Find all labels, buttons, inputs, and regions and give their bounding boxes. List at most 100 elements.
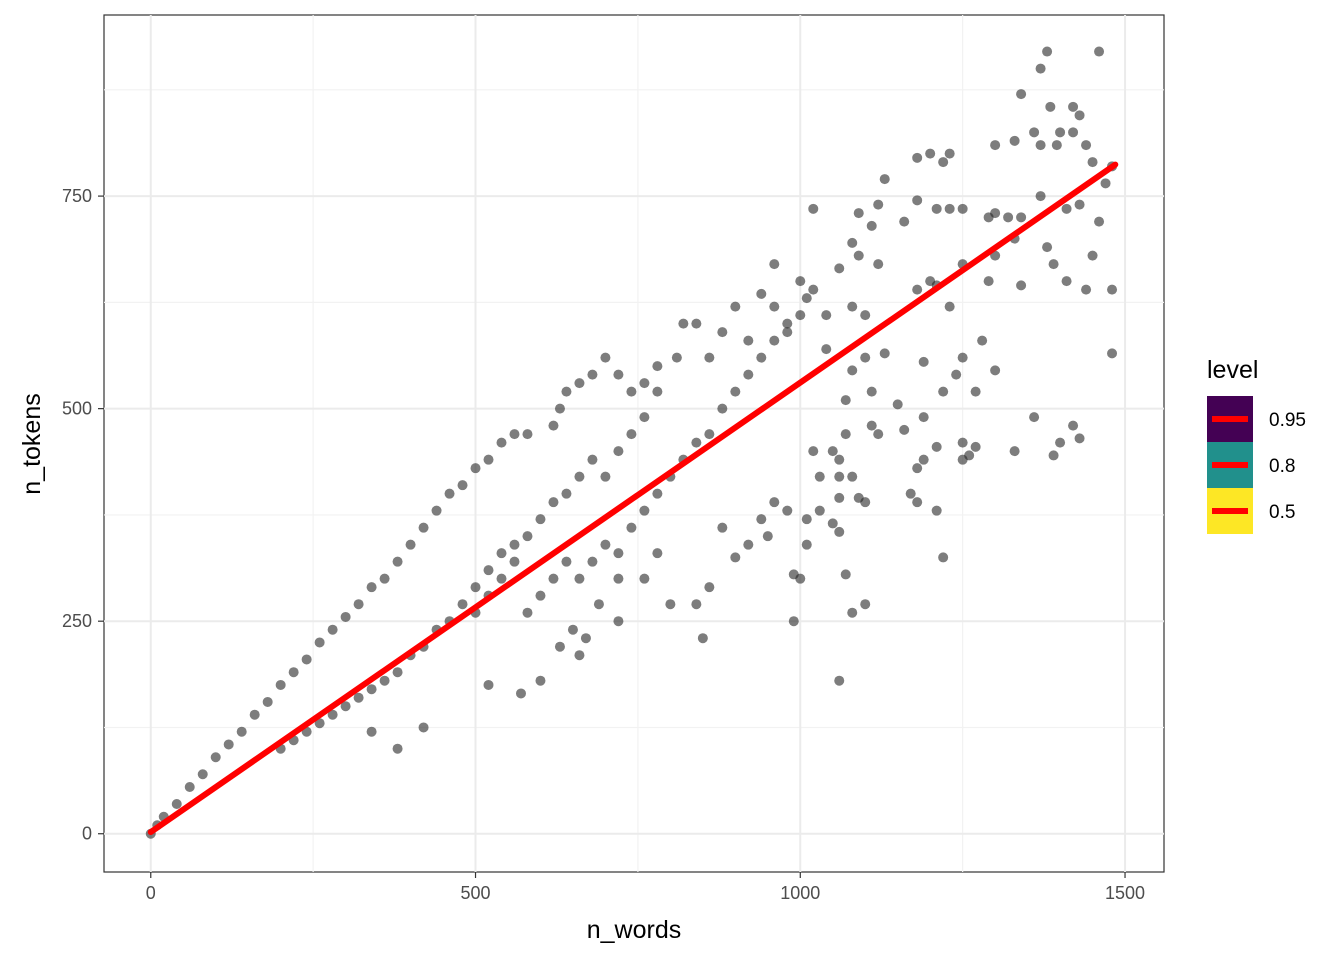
data-point (788, 616, 799, 627)
data-point (379, 675, 390, 686)
data-point (827, 518, 838, 529)
data-point (769, 497, 780, 508)
data-point (918, 356, 929, 367)
data-point (418, 522, 429, 533)
data-point (522, 429, 533, 440)
data-point (691, 437, 702, 448)
data-point (931, 441, 942, 452)
data-point (860, 310, 871, 321)
x-axis-title: n_words (587, 916, 682, 944)
data-point (847, 471, 858, 482)
data-point (554, 641, 565, 652)
data-point (691, 318, 702, 329)
data-point (873, 199, 884, 210)
data-point (1009, 446, 1020, 457)
data-point (801, 539, 812, 550)
data-point (1100, 178, 1111, 189)
data-point (769, 335, 780, 346)
data-point (496, 573, 507, 584)
data-point (983, 212, 994, 223)
data-point (717, 522, 728, 533)
data-point (1029, 412, 1040, 423)
data-point (788, 569, 799, 580)
data-point (743, 539, 754, 550)
data-point (1048, 259, 1059, 270)
data-point (197, 769, 208, 780)
data-point (366, 684, 377, 695)
x-tick-label: 1500 (1105, 883, 1145, 903)
data-point (782, 327, 793, 338)
data-point (730, 301, 741, 312)
data-point (587, 556, 598, 567)
data-point (639, 412, 650, 423)
data-point (892, 399, 903, 410)
legend-item: 0.95 (1207, 396, 1306, 442)
data-point (801, 293, 812, 304)
data-point (873, 429, 884, 440)
data-point (697, 633, 708, 644)
data-point (1081, 284, 1092, 295)
data-point (840, 569, 851, 580)
data-point (567, 624, 578, 635)
data-point (1094, 46, 1105, 57)
data-point (626, 429, 637, 440)
x-axis: 0 500 1000 1500 (146, 872, 1145, 903)
data-point (840, 395, 851, 406)
data-point (918, 454, 929, 465)
data-point (314, 718, 325, 729)
data-point (210, 752, 221, 763)
data-point (879, 348, 890, 359)
data-point (957, 437, 968, 448)
y-tick-label: 0 (82, 824, 92, 844)
data-point (756, 514, 767, 525)
data-point (808, 203, 819, 214)
data-point (554, 403, 565, 414)
data-point (418, 722, 429, 733)
legend: level 0.95 0.8 0.5 (1207, 356, 1306, 534)
data-point (600, 352, 611, 363)
data-point (1045, 101, 1056, 112)
data-point (834, 526, 845, 537)
data-point (931, 203, 942, 214)
data-point (983, 276, 994, 287)
data-point (171, 798, 182, 809)
data-point (769, 301, 780, 312)
data-point (704, 429, 715, 440)
data-point (600, 471, 611, 482)
data-point (860, 599, 871, 610)
data-point (801, 514, 812, 525)
data-point (483, 679, 494, 690)
data-point (1055, 437, 1066, 448)
data-point (847, 237, 858, 248)
data-point (717, 327, 728, 338)
data-point (970, 441, 981, 452)
data-point (613, 446, 624, 457)
data-point (314, 637, 325, 648)
y-axis: 0 250 500 750 (62, 186, 104, 844)
data-point (574, 573, 585, 584)
data-point (1094, 216, 1105, 227)
data-point (1048, 450, 1059, 461)
data-point (866, 386, 877, 397)
data-point (795, 310, 806, 321)
data-point (860, 497, 871, 508)
data-point (671, 352, 682, 363)
data-point (392, 743, 403, 754)
data-point (457, 599, 468, 610)
data-point (944, 203, 955, 214)
data-point (548, 573, 559, 584)
data-point (639, 505, 650, 516)
data-point (912, 497, 923, 508)
data-point (918, 412, 929, 423)
legend-item: 0.5 (1207, 488, 1295, 534)
data-point (249, 709, 260, 720)
data-point (970, 386, 981, 397)
data-point (873, 259, 884, 270)
data-point (535, 514, 546, 525)
data-point (1061, 203, 1072, 214)
data-point (288, 667, 299, 678)
data-point (1087, 157, 1098, 168)
data-point (814, 505, 825, 516)
data-point (860, 352, 871, 363)
